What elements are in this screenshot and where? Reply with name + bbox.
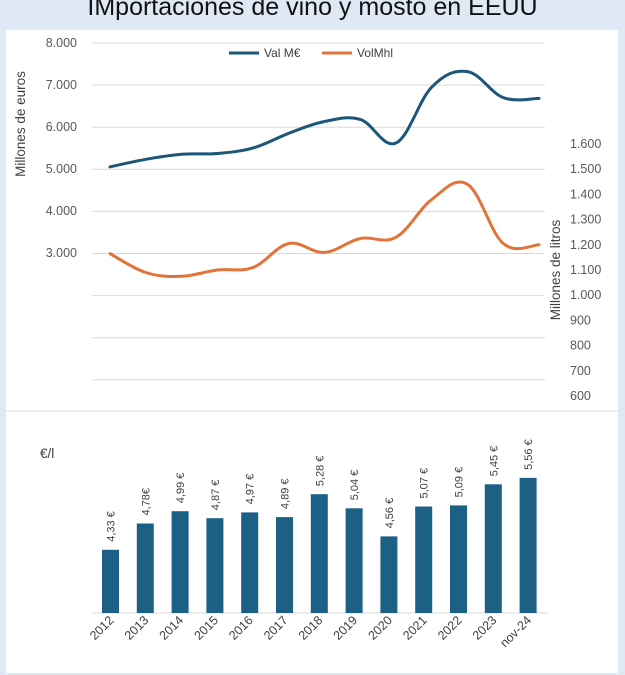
right-axis-tick-label: 1.600 bbox=[570, 137, 601, 151]
bar-category-label: 2018 bbox=[296, 613, 326, 643]
bar-category-label: nov-24 bbox=[497, 613, 534, 650]
bar-category-label: 2012 bbox=[87, 613, 117, 643]
bar-value-label: 5,28 € bbox=[314, 456, 326, 487]
right-axis-tick-label: 1.100 bbox=[570, 263, 601, 277]
bar-category-label: 2017 bbox=[261, 613, 291, 643]
bar-value-label: 4,89 € bbox=[280, 479, 292, 510]
bar bbox=[484, 484, 502, 613]
bar bbox=[415, 506, 433, 613]
right-axis-tick-label: 600 bbox=[570, 389, 591, 403]
left-axis-tick-label: 6.000 bbox=[46, 120, 77, 134]
right-axis-tick-label: 1.200 bbox=[570, 238, 601, 252]
bar-value-label: 4,87 € bbox=[210, 480, 222, 511]
legend-label-vol: VolMhl bbox=[357, 46, 393, 60]
bar-value-label: 5,07 € bbox=[419, 468, 431, 499]
bar-value-label: 5,56 € bbox=[523, 439, 535, 470]
bar-category-label: 2013 bbox=[122, 613, 152, 643]
bar bbox=[345, 508, 363, 613]
bar-value-label: 5,45 € bbox=[488, 446, 500, 477]
line-chart-gridlines bbox=[92, 42, 545, 381]
bar bbox=[450, 505, 467, 613]
left-axis-tick-label: 8.000 bbox=[46, 36, 77, 50]
right-axis-tick-label: 900 bbox=[570, 313, 591, 327]
left-axis-tick-label: 3.000 bbox=[46, 246, 77, 260]
bar-value-label: 5,09 € bbox=[454, 467, 466, 498]
right-axis-tick-label: 1.500 bbox=[570, 162, 601, 176]
bar-category-label: 2019 bbox=[331, 613, 361, 643]
bar bbox=[519, 477, 537, 613]
chart-legend: Val M€ VolMhl bbox=[229, 46, 393, 60]
bar-category-label: 2014 bbox=[157, 613, 187, 643]
bar-category-label: 2022 bbox=[435, 613, 465, 643]
right-axis-tick-label: 800 bbox=[570, 339, 591, 353]
bar bbox=[241, 512, 259, 613]
bar bbox=[206, 518, 224, 613]
bar-value-label: 4,78€ bbox=[140, 488, 152, 516]
right-axis-tick-label: 1.000 bbox=[570, 288, 601, 302]
bar bbox=[136, 523, 154, 613]
left-axis-tick-label: 5.000 bbox=[46, 162, 77, 176]
bar bbox=[102, 549, 119, 613]
left-axis-tick-label: 7.000 bbox=[46, 78, 77, 92]
bar bbox=[380, 536, 398, 613]
bar-category-label: 2021 bbox=[400, 613, 430, 643]
right-axis-title: Millones de litros bbox=[548, 219, 563, 320]
bar-category-label: 2023 bbox=[470, 613, 500, 643]
legend-label-val: Val M€ bbox=[264, 46, 301, 60]
bar-category-label: 2016 bbox=[226, 613, 256, 643]
bar-axis-title: €/l bbox=[40, 446, 54, 461]
left-axis-ticks: 3.000 4.000 5.000 6.000 7.000 8.000 bbox=[46, 36, 77, 260]
right-axis-tick-label: 700 bbox=[570, 364, 591, 378]
right-axis-tick-label: 1.400 bbox=[570, 187, 601, 201]
left-axis-title: Millones de euros bbox=[13, 71, 28, 177]
bar-category-label: 2015 bbox=[191, 613, 221, 643]
bar bbox=[171, 511, 189, 613]
bar bbox=[276, 517, 293, 613]
right-axis-tick-label: 1.300 bbox=[570, 213, 601, 227]
bar-value-label: 4,33 € bbox=[106, 511, 118, 542]
bar-value-label: 4,99 € bbox=[175, 473, 187, 504]
bar bbox=[310, 494, 328, 613]
bar-value-label: 5,04 € bbox=[349, 470, 361, 501]
bar-category-label: 2020 bbox=[365, 613, 395, 643]
series-line-val bbox=[108, 69, 541, 169]
right-axis-ticks: 600 700 800 900 1.000 1.100 1.200 1.300 1.400 1.5… bbox=[570, 137, 601, 403]
page-title: IMportaciones de vino y mosto en EEUU bbox=[87, 0, 538, 21]
bar-value-label: 4,97 € bbox=[245, 474, 257, 505]
left-axis-tick-label: 4.000 bbox=[46, 204, 77, 218]
bar-series: 4,33 € 2012 4,78€ 2013 4,99 € 2014 4,87 € 2015 4… bbox=[87, 439, 537, 650]
bar-value-label: 4,56 € bbox=[384, 498, 396, 529]
series-line-vol bbox=[108, 180, 541, 278]
